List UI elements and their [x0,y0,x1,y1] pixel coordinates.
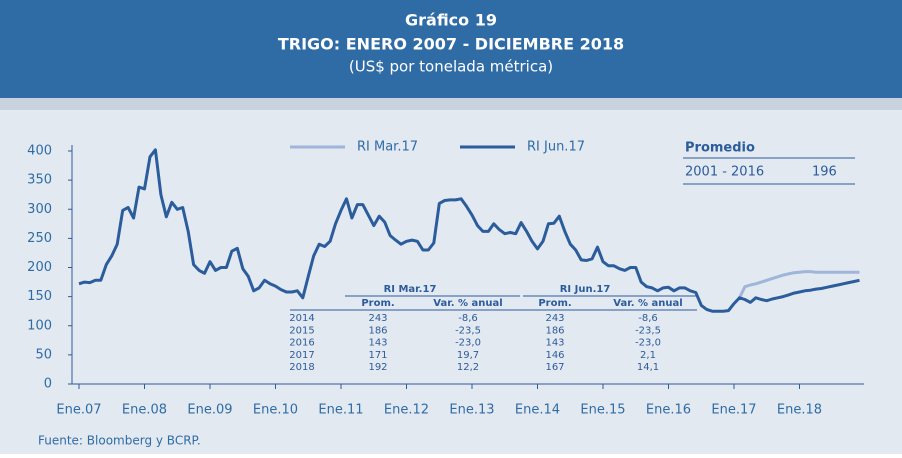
table-cell: 167 [545,362,564,373]
table-cell: 143 [368,338,387,349]
average-value: 196 [812,165,837,180]
table-cell: 146 [545,350,564,361]
table-cell: -8,6 [638,313,658,324]
table-cell: 171 [368,350,387,361]
series-line [78,148,860,313]
table-column: Var. % anual [433,298,502,309]
table-cell: 12,2 [457,362,479,373]
y-tick-label: 100 [27,318,52,333]
x-tick-label: Ene.17 [711,403,756,418]
y-tick-label: 150 [27,289,52,304]
y-tick-label: 50 [35,347,52,362]
x-tick-label: Ene.13 [449,403,494,418]
table-group: RI Jun.17 [560,284,611,295]
y-tick-label: 250 [27,231,52,246]
x-tick-label: Ene.18 [777,403,822,418]
table-column: Prom. [361,298,394,309]
y-tick-label: 200 [27,260,52,275]
x-tick-label: Ene.09 [187,403,232,418]
table-group: RI Mar.17 [384,284,437,295]
y-tick-label: 0 [44,377,52,392]
table-cell: -23,0 [455,338,481,349]
table-cell: 243 [368,313,387,324]
y-tick-label: 300 [27,202,52,217]
x-tick-label: Ene.14 [515,403,560,418]
subtitle: (US$ por tonelada métrica) [349,58,553,76]
table-cell: 2017 [289,350,314,361]
chart-title: TRIGO: ENERO 2007 - DICIEMBRE 2018 [278,35,624,54]
table-column: Var. % anual [613,298,682,309]
table-cell: -8,6 [458,313,478,324]
table-cell: 2015 [289,325,314,336]
table-cell: 143 [545,338,564,349]
series-line [738,270,860,299]
average-period: 2001 - 2016 [685,165,764,180]
x-tick-label: Ene.07 [56,403,101,418]
chart-background [0,110,902,454]
table-cell: 2018 [289,362,314,373]
table-column: Prom. [538,298,571,309]
y-tick-label: 350 [27,173,52,188]
table-cell: 2014 [289,313,314,324]
table-cell: 2016 [289,338,314,349]
legend-label: RI Jun.17 [527,140,585,155]
table-cell: 186 [545,325,564,336]
table-cell: 243 [545,313,564,324]
x-tick-label: Ene.16 [646,403,691,418]
table-cell: 192 [368,362,387,373]
table-cell: 186 [368,325,387,336]
header-band [0,0,902,98]
x-tick-label: Ene.12 [384,403,429,418]
table-cell: -23,5 [455,325,481,336]
x-tick-label: Ene.08 [122,403,167,418]
header-strip [0,98,902,110]
table-cell: 2,1 [640,350,656,361]
x-tick-label: Ene.10 [253,403,298,418]
y-tick-label: 400 [27,144,52,159]
x-tick-label: Ene.15 [580,403,625,418]
table-cell: -23,5 [635,325,661,336]
heading: Gráfico 19 [405,11,497,30]
source: Fuente: Bloomberg y BCRP. [38,434,201,448]
legend-label: RI Mar.17 [357,140,418,155]
table-cell: 19,7 [457,350,479,361]
table-cell: -23,0 [635,338,661,349]
x-tick-label: Ene.11 [318,403,363,418]
table-cell: 14,1 [637,362,659,373]
average-title: Promedio [685,141,755,156]
